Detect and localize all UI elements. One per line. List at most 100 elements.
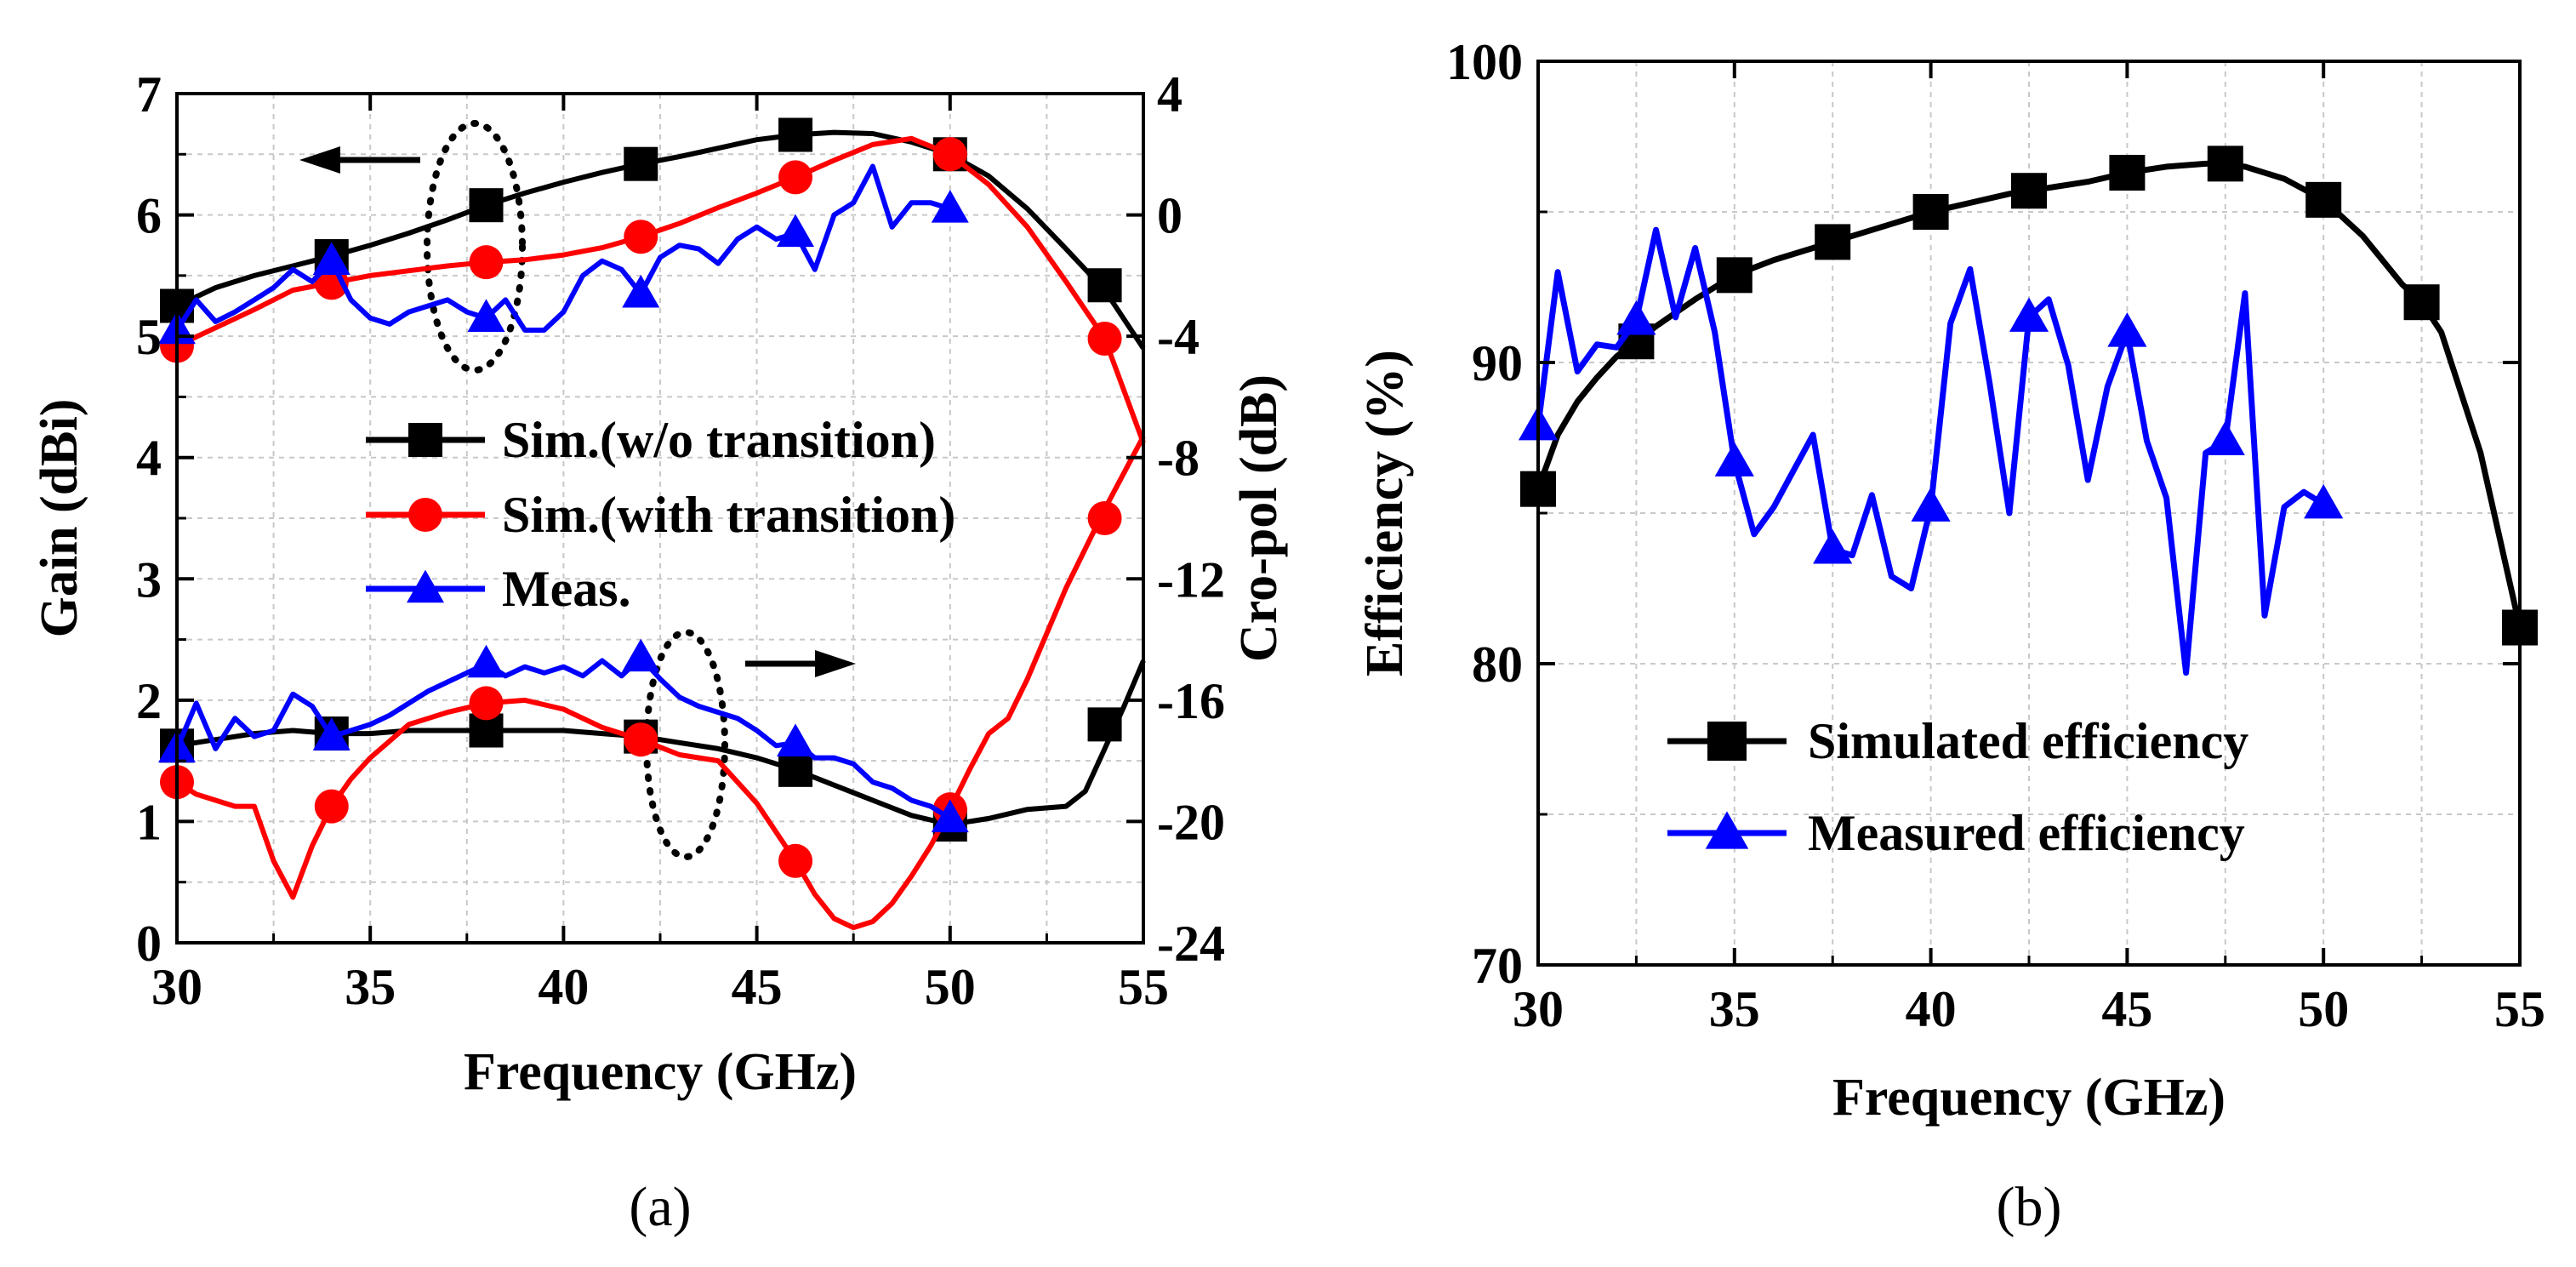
data-point-triangle <box>312 717 350 750</box>
panel-a-annotations <box>299 120 856 860</box>
right-arrow-icon <box>745 650 856 677</box>
y-tick-label: 70 <box>1472 938 1523 994</box>
legend-marker-square <box>408 423 442 457</box>
y-tick-label: 6 <box>136 188 162 244</box>
x-tick-label: 55 <box>2494 981 2545 1037</box>
panel-a-y2label: Cro-pol (dB) <box>1230 374 1288 662</box>
data-point-square <box>1087 707 1122 742</box>
legend-marker-square <box>1707 722 1747 761</box>
panel-a-xlabel: Frequency (GHz) <box>464 1043 857 1101</box>
data-point-triangle <box>467 299 505 332</box>
data-point-circle <box>778 843 813 878</box>
legend-label: Sim.(with transition) <box>502 487 955 543</box>
data-point-triangle <box>931 799 969 833</box>
data-point-circle <box>624 722 658 757</box>
y2-tick-label: -20 <box>1157 794 1225 850</box>
gain-group-ellipse <box>424 120 526 374</box>
legend-marker-triangle <box>407 569 444 603</box>
y-tick-label: 1 <box>136 794 162 850</box>
y2-tick-label: -4 <box>1157 309 1200 365</box>
series-line <box>176 659 1146 827</box>
y-tick-label: 0 <box>136 916 162 972</box>
x-tick-label: 45 <box>2101 981 2152 1037</box>
legend-label: Simulated efficiency <box>1808 713 2248 769</box>
data-point-triangle <box>2107 312 2147 347</box>
data-point-triangle <box>467 644 505 678</box>
data-point-square <box>2207 146 2243 182</box>
data-point-circle <box>314 789 349 824</box>
legend-label: Measured efficiency <box>1808 805 2245 861</box>
panel-a-legend: Sim.(w/o transition) Sim.(with transition… <box>366 412 955 617</box>
y-tick-label: 2 <box>136 673 162 729</box>
data-point-triangle <box>931 190 969 223</box>
panel-b-legend: Simulated efficiency Measured efficiency <box>1667 713 2248 861</box>
series-line <box>174 163 951 333</box>
series-line <box>175 435 1146 931</box>
legend-label: Sim.(w/o transition) <box>502 412 936 468</box>
y-tick-label: 7 <box>136 66 162 123</box>
x-tick-label: 40 <box>538 959 589 1015</box>
y-tick-label: 5 <box>136 309 162 365</box>
data-point-square <box>2403 284 2440 321</box>
data-point-triangle <box>622 638 660 672</box>
panel-b-grid <box>1538 61 2520 965</box>
panel-a-series <box>158 117 1146 931</box>
panel-b-series <box>1518 146 2538 676</box>
data-point-square <box>469 188 504 223</box>
data-point-triangle <box>312 242 350 275</box>
data-point-circle <box>469 686 504 721</box>
panel-b-xlabel: Frequency (GHz) <box>1832 1069 2226 1127</box>
data-point-circle <box>1087 501 1122 535</box>
panel-b-caption: (b) <box>1997 1176 2062 1238</box>
x-tick-label: 45 <box>732 959 783 1015</box>
data-point-square <box>2109 154 2146 191</box>
y-tick-label: 100 <box>1446 34 1523 90</box>
data-point-square <box>778 752 813 787</box>
y-tick-label: 90 <box>1472 335 1523 391</box>
data-point-square <box>2305 181 2342 218</box>
x-tick-label: 35 <box>345 959 396 1015</box>
y2-tick-label: -8 <box>1157 431 1200 487</box>
data-point-square <box>1087 268 1122 303</box>
data-point-circle <box>1087 321 1122 356</box>
panel-a-grid <box>177 94 1143 943</box>
panel-b-ylabel: Efficiency (%) <box>1356 350 1414 676</box>
data-point-triangle <box>1616 300 1656 335</box>
data-point-triangle <box>1714 442 1754 477</box>
x-tick-label: 40 <box>1906 981 1957 1037</box>
y-tick-label: 80 <box>1472 636 1523 693</box>
legend-marker-triangle <box>1705 811 1749 849</box>
y2-tick-label: -16 <box>1157 673 1225 729</box>
data-point-square <box>1912 194 1949 230</box>
y-tick-label: 4 <box>136 431 162 487</box>
left-arrow-icon <box>299 146 420 174</box>
data-point-triangle <box>622 274 660 308</box>
panel-a-ylabel: Gain (dBi) <box>31 399 88 638</box>
y-tick-label: 3 <box>136 551 162 608</box>
x-tick-label: 50 <box>925 959 976 1015</box>
data-point-square <box>624 146 658 181</box>
data-point-triangle <box>2205 420 2245 456</box>
panel-a-caption: (a) <box>629 1176 691 1238</box>
data-point-triangle <box>777 723 815 756</box>
data-point-circle <box>469 245 504 280</box>
y2-tick-label: -24 <box>1157 916 1225 972</box>
data-point-square <box>778 117 813 152</box>
data-point-triangle <box>1911 487 1951 522</box>
legend-label: Meas. <box>502 561 631 617</box>
panel-a-chart: Sim.(w/o transition) Sim.(with transition… <box>31 66 1288 1238</box>
data-point-circle <box>778 160 813 195</box>
x-tick-label: 55 <box>1118 959 1169 1015</box>
x-tick-label: 35 <box>1709 981 1760 1037</box>
x-tick-label: 30 <box>151 959 202 1015</box>
y2-tick-label: -12 <box>1157 551 1225 608</box>
data-point-triangle <box>1813 529 1853 564</box>
data-point-triangle <box>2304 483 2344 519</box>
crosspol-group-ellipse <box>643 629 728 860</box>
y2-tick-label: 0 <box>1157 188 1183 244</box>
y2-tick-label: 4 <box>1157 66 1183 123</box>
